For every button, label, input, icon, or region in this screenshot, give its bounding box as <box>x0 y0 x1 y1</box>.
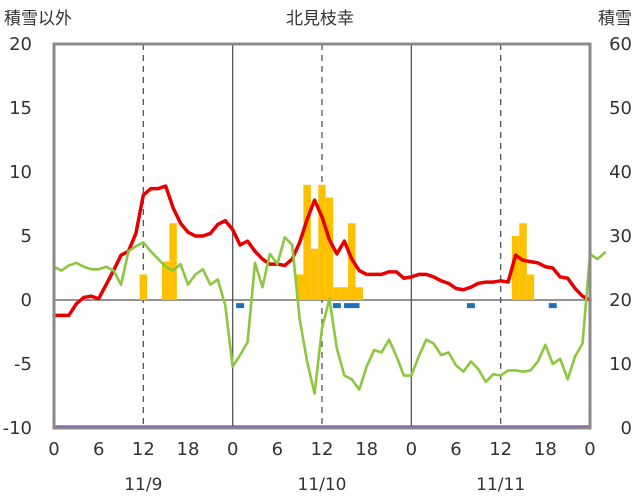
left-tick-label: 5 <box>21 226 32 247</box>
chart-title: 北見枝幸 <box>286 9 354 29</box>
precip-bar <box>161 261 170 300</box>
left-tick-label: 10 <box>9 162 32 183</box>
blue-mark <box>332 303 341 309</box>
x-tick-label: 0 <box>227 439 238 460</box>
green-series-line <box>52 235 607 395</box>
blue-mark <box>351 303 360 309</box>
left-tick-label: -5 <box>14 354 32 375</box>
x-tick-label: 12 <box>489 439 512 460</box>
left-tick-label: -10 <box>3 418 32 439</box>
date-label: 11/11 <box>476 475 525 495</box>
right-tick-label: 0 <box>621 418 632 439</box>
precip-bar <box>511 236 520 300</box>
x-tick-label: 0 <box>406 439 417 460</box>
x-tick-label: 6 <box>450 439 461 460</box>
precip-bar <box>310 248 319 300</box>
left-tick-label: 15 <box>9 98 32 119</box>
blue-mark <box>236 303 245 309</box>
plot-border <box>52 42 592 430</box>
precip-bars <box>139 184 535 300</box>
date-label: 11/10 <box>298 475 347 495</box>
precip-bar <box>526 274 535 300</box>
x-tick-label: 12 <box>132 439 155 460</box>
x-tick-label: 6 <box>272 439 283 460</box>
date-labels: 11/9 11/10 11/11 <box>124 475 525 495</box>
blue-mark <box>548 303 557 309</box>
x-tick-label: 0 <box>584 439 595 460</box>
precip-bar <box>318 184 326 300</box>
right-tick-label: 60 <box>609 34 632 55</box>
blue-mark <box>466 303 475 309</box>
blue-marks <box>236 303 557 309</box>
x-tick-label: 0 <box>48 439 59 460</box>
precip-bar <box>169 223 177 300</box>
precip-bar <box>355 287 363 300</box>
blue-mark <box>344 303 353 309</box>
precip-bar <box>295 274 304 300</box>
precip-bar <box>333 287 341 300</box>
right-axis-label: 積雪 <box>598 9 632 29</box>
left-tick-label: 20 <box>9 34 32 55</box>
red-series-line <box>52 184 592 318</box>
left-axis-label: 積雪以外 <box>4 9 72 29</box>
left-tick-label: 0 <box>21 290 32 311</box>
precip-bar <box>325 197 334 300</box>
x-tick-label: 18 <box>534 439 557 460</box>
x-tick-label: 18 <box>355 439 378 460</box>
x-tick-label: 18 <box>177 439 200 460</box>
x-tick-label: 12 <box>311 439 334 460</box>
right-tick-label: 30 <box>609 226 632 247</box>
right-tick-label: 10 <box>609 354 632 375</box>
right-tick-label: 50 <box>609 98 632 119</box>
precip-bar <box>139 274 148 300</box>
date-label: 11/9 <box>124 475 162 495</box>
x-tick-label: 6 <box>93 439 104 460</box>
right-tick-label: 40 <box>609 162 632 183</box>
precip-bar <box>340 287 349 300</box>
right-tick-label: 20 <box>609 290 632 311</box>
plot-frame <box>52 42 592 430</box>
precip-bar <box>303 184 311 300</box>
